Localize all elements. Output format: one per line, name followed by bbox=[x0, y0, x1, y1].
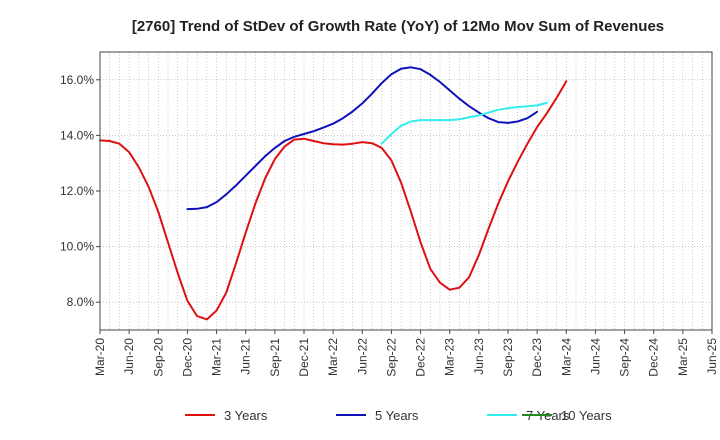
x-tick-label: Sep-20 bbox=[151, 338, 165, 377]
y-tick-label: 8.0% bbox=[67, 295, 95, 309]
x-tick-label: Sep-22 bbox=[384, 338, 398, 377]
legend-label: 3 Years bbox=[224, 408, 268, 423]
x-tick-label: Jun-22 bbox=[355, 338, 369, 375]
legend-label: 5 Years bbox=[375, 408, 419, 423]
series-lines bbox=[99, 66, 568, 321]
x-tick-label: Mar-21 bbox=[210, 338, 224, 376]
x-tick-label: Jun-21 bbox=[239, 338, 253, 375]
x-tick-label: Dec-22 bbox=[414, 338, 428, 377]
x-tick-label: Dec-20 bbox=[180, 338, 194, 377]
x-tick-label: Mar-20 bbox=[93, 338, 107, 376]
y-axis-ticks: 8.0% 10.0% 12.0% 14.0% 16.0% bbox=[60, 73, 100, 309]
x-tick-label: Mar-24 bbox=[559, 338, 573, 376]
y-tick-label: 14.0% bbox=[60, 128, 94, 142]
x-tick-label: Mar-23 bbox=[443, 338, 457, 376]
legend-label: 10 Years bbox=[561, 408, 612, 423]
x-tick-label: Mar-22 bbox=[326, 338, 340, 376]
x-tick-label: Sep-24 bbox=[618, 338, 632, 377]
y-tick-label: 16.0% bbox=[60, 73, 94, 87]
chart-title: [2760] Trend of StDev of Growth Rate (Yo… bbox=[132, 18, 664, 35]
x-tick-label: Dec-21 bbox=[297, 338, 311, 377]
series-line-3 bbox=[380, 101, 548, 145]
x-tick-label: Sep-21 bbox=[268, 338, 282, 377]
gridlines bbox=[100, 52, 712, 330]
x-tick-label: Jun-20 bbox=[122, 338, 136, 375]
x-tick-label: Jun-25 bbox=[705, 338, 719, 375]
series-line-1 bbox=[99, 80, 568, 321]
x-axis-ticks: Mar-20 Jun-20 Sep-20 Dec-20 Mar-21 Jun-21 Sep-… bbox=[93, 330, 719, 377]
x-tick-label: Dec-23 bbox=[530, 338, 544, 377]
y-tick-label: 10.0% bbox=[60, 240, 94, 254]
x-tick-label: Dec-24 bbox=[647, 338, 661, 377]
x-tick-label: Mar-25 bbox=[676, 338, 690, 376]
y-tick-label: 12.0% bbox=[60, 184, 94, 198]
x-tick-label: Jun-23 bbox=[472, 338, 486, 375]
x-tick-label: Sep-23 bbox=[501, 338, 515, 377]
x-tick-label: Jun-24 bbox=[588, 338, 602, 375]
series-line-2 bbox=[186, 66, 539, 211]
